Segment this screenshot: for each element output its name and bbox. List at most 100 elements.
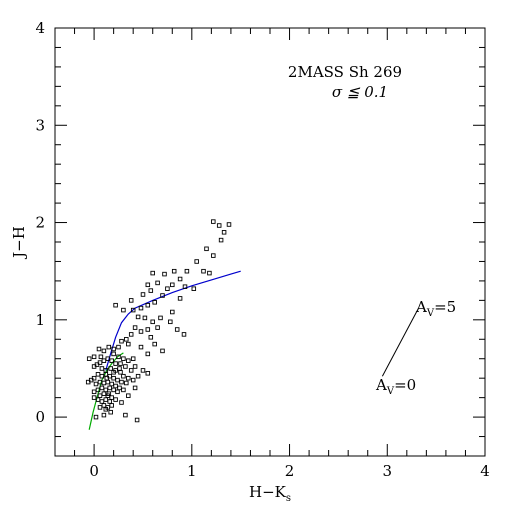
data-point-0-128 [140, 368, 146, 373]
data-point-0-15 [170, 282, 175, 288]
data-point-0-5 [204, 246, 209, 252]
data-point-0-76 [99, 366, 105, 371]
data-point-0-37 [168, 319, 173, 325]
data-point-0-69 [113, 361, 118, 366]
data-point-0-59 [86, 356, 92, 361]
data-point-0-38 [174, 327, 180, 332]
data-point-0-11 [171, 268, 177, 274]
vector-start-label-tail: =0 [394, 376, 416, 394]
data-point-0-72 [101, 358, 107, 363]
data-point-0-134 [145, 371, 151, 376]
data-point-0-131 [101, 412, 107, 418]
x-axis-label-subscript: s [286, 493, 291, 504]
vector-end-label: AV=5 [415, 298, 456, 319]
data-point-0-139 [104, 375, 110, 381]
y-tick-label-3: 3 [35, 116, 45, 134]
data-point-0-94 [85, 379, 91, 385]
vector-start-label-main: A [375, 376, 387, 394]
data-point-0-21 [148, 288, 154, 293]
data-point-0-23 [160, 293, 165, 298]
data-point-0-81 [121, 373, 126, 379]
data-point-0-0 [211, 219, 216, 224]
data-point-0-111 [101, 391, 107, 396]
data-point-0-103 [115, 389, 120, 395]
data-point-0-82 [126, 375, 131, 381]
data-point-0-116 [103, 397, 109, 402]
data-point-0-31 [128, 298, 134, 303]
data-point-0-34 [150, 319, 155, 325]
data-point-0-113 [109, 395, 114, 400]
data-point-0-33 [142, 315, 148, 321]
x-tick-label-0: 0 [89, 462, 99, 480]
data-point-0-68 [118, 361, 123, 366]
data-point-0-99 [109, 381, 114, 387]
data-point-0-56 [101, 348, 107, 354]
y-tick-label-1: 1 [35, 311, 45, 329]
vector-start-label-subscript: V [386, 386, 395, 397]
data-point-0-66 [128, 368, 134, 373]
data-point-0-67 [123, 364, 128, 369]
data-point-0-114 [113, 397, 118, 402]
x-tick-label-1: 1 [187, 462, 197, 480]
data-point-0-16 [182, 284, 188, 289]
x-axis-label: H−Ks [249, 483, 291, 504]
reddening-vector-line [381, 307, 419, 377]
data-point-0-17 [191, 286, 197, 291]
vector-end-label-subscript: V [426, 308, 435, 319]
x-tick-label-2: 2 [285, 462, 295, 480]
data-point-0-102 [121, 387, 126, 393]
data-point-0-62 [121, 356, 126, 361]
data-point-0-39 [181, 332, 187, 337]
data-point-0-124 [103, 407, 109, 412]
data-point-0-125 [126, 393, 131, 398]
data-point-0-57 [96, 346, 102, 352]
vector-end-label-tail: =5 [434, 298, 456, 316]
data-point-0-140 [98, 354, 104, 360]
data-point-0-64 [130, 356, 136, 361]
chart-subtitle: σ ≦ 0.1 [332, 83, 388, 101]
data-point-0-18 [165, 286, 170, 291]
data-point-0-60 [111, 351, 116, 357]
data-point-0-40 [155, 325, 160, 330]
data-point-0-1 [216, 223, 222, 228]
data-point-0-43 [148, 335, 154, 340]
data-point-0-58 [91, 354, 97, 360]
data-point-0-4 [218, 237, 224, 243]
data-point-0-119 [91, 395, 97, 400]
data-point-0-54 [111, 346, 116, 352]
data-point-0-133 [134, 417, 140, 423]
data-point-0-110 [97, 393, 103, 398]
data-point-0-91 [95, 372, 101, 377]
data-point-0-55 [106, 344, 112, 350]
data-point-0-25 [152, 300, 157, 305]
data-point-0-123 [97, 405, 103, 410]
data-point-0-129 [119, 400, 124, 405]
data-point-0-65 [132, 364, 138, 369]
data-point-0-20 [145, 282, 151, 288]
data-point-0-29 [121, 307, 126, 313]
data-point-0-130 [93, 414, 99, 420]
plot-frame [54, 27, 486, 457]
data-point-0-13 [150, 270, 155, 276]
data-point-0-137 [111, 370, 116, 375]
data-point-0-109 [91, 389, 97, 395]
data-point-0-6 [211, 253, 216, 258]
data-point-0-53 [116, 344, 121, 350]
data-point-0-122 [109, 403, 114, 408]
data-point-0-87 [111, 375, 116, 381]
y-tick-label-4: 4 [35, 19, 45, 37]
data-point-0-98 [105, 379, 111, 385]
data-point-0-101 [117, 385, 122, 391]
data-point-0-41 [145, 327, 151, 332]
data-point-0-27 [138, 305, 144, 311]
data-point-0-85 [119, 379, 124, 385]
data-point-0-63 [126, 358, 131, 363]
data-point-0-9 [207, 270, 212, 276]
data-point-0-106 [103, 387, 109, 393]
data-point-0-45 [160, 348, 165, 354]
data-point-0-26 [145, 302, 151, 308]
data-point-0-78 [108, 366, 113, 371]
data-point-0-30 [113, 302, 118, 308]
data-point-0-126 [132, 385, 138, 391]
data-point-0-115 [107, 399, 112, 404]
